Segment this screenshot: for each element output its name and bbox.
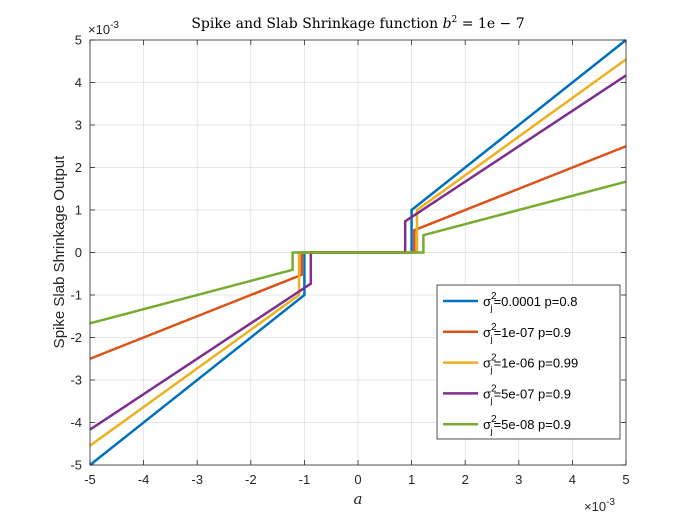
y-tick-label: 5	[75, 33, 82, 48]
ticks	[89, 39, 627, 466]
x-tick-label: -1	[299, 472, 311, 487]
y-tick-label: -3	[70, 373, 82, 388]
y-tick-label: 2	[75, 160, 82, 175]
legend-label-5: σ2 j=5e-08 p=0.9	[483, 414, 571, 436]
x-axis-label: a	[354, 490, 363, 508]
x-tick-label: 1	[408, 472, 415, 487]
x-tick-label: 2	[462, 472, 469, 487]
y-tick-label: -4	[70, 415, 82, 430]
legend-label-4: σ2 j=5e-07 p=0.9	[483, 383, 571, 405]
legend: σ2 j=0.0001 p=0.8 σ2 j=1e-07 p=0.9 σ2 j=1e-06…	[436, 284, 621, 440]
legend-label-3: σ2 j=1e-06 p=0.99	[483, 353, 578, 375]
y-tick-label: 4	[75, 75, 82, 90]
x-tick-label: -5	[84, 472, 96, 487]
x-exponent: ×10-3	[584, 497, 615, 514]
x-tick-label: -3	[191, 472, 203, 487]
y-tick-label: -2	[70, 330, 82, 345]
y-tick-label: 0	[75, 245, 82, 260]
series-group	[89, 39, 627, 466]
legend-label-2: σ2 j=1e-07 p=0.9	[483, 322, 571, 344]
y-tick-label: 3	[75, 118, 82, 133]
y-exponent: ×10-3	[88, 20, 119, 37]
x-tick-label: 5	[622, 472, 629, 487]
x-tick-label: -4	[138, 472, 150, 487]
y-tick-label: -1	[70, 288, 82, 303]
x-tick-label: -2	[245, 472, 257, 487]
series-line-5	[89, 180, 627, 325]
y-tick-label: -5	[70, 458, 82, 473]
y-tick-label: 1	[75, 203, 82, 218]
x-tick-label: 3	[515, 472, 522, 487]
x-tick-label: 4	[569, 472, 576, 487]
y-axis-label: Spike Slab Shrinkage Output	[51, 155, 68, 348]
legend-label-1: σ2 j=0.0001 p=0.8	[483, 291, 577, 313]
tick-labels: -5 -4 -3 -2 -1 0 1 2 3 4 5 -5 -4 -3 -2 -1 0 1 2 3 4 5	[70, 33, 629, 488]
x-tick-label: 0	[354, 472, 361, 487]
chart-title: Spike and Slab Shrinkage function b2 = 1…	[191, 15, 524, 32]
